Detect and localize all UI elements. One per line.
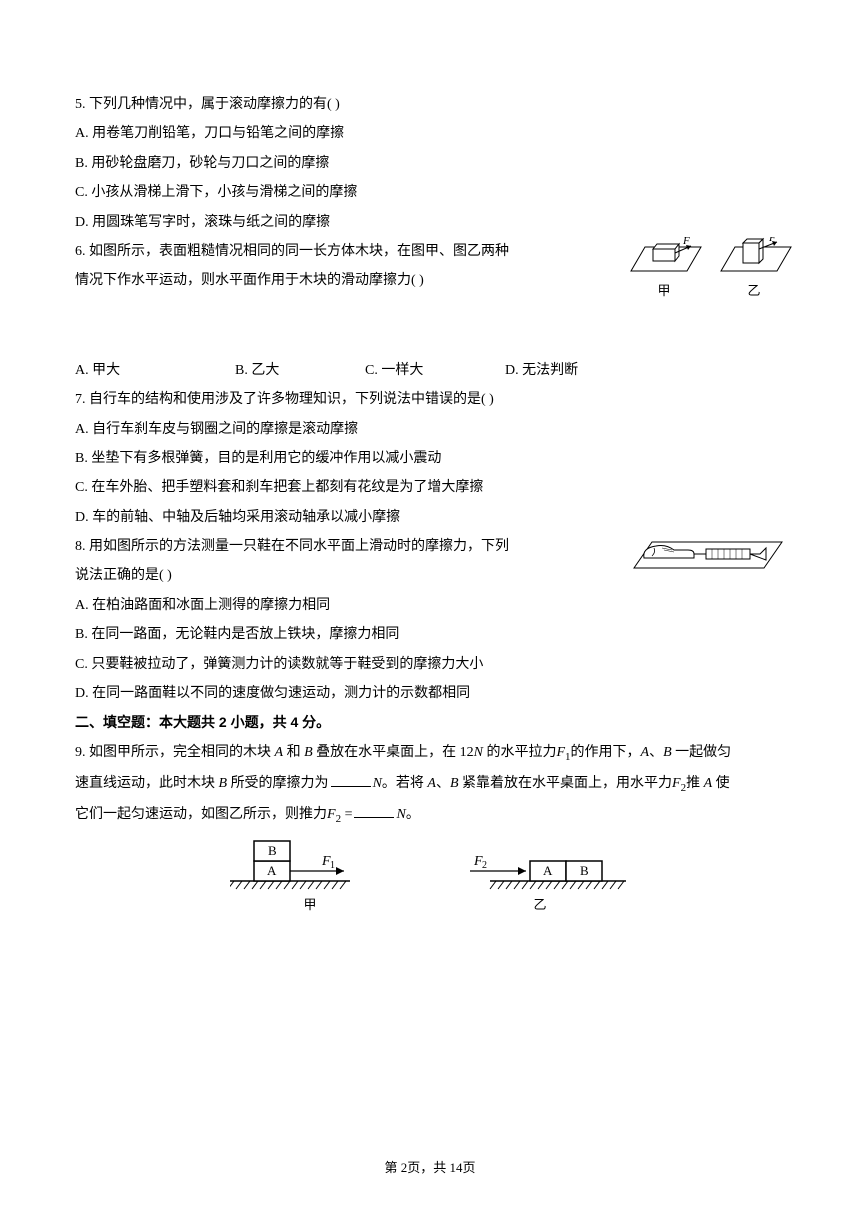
q9-B2: B: [663, 745, 672, 760]
q8-optB: B. 在同一路面，无论鞋内是否放上铁块，摩擦力相同: [75, 620, 785, 649]
q9-B3: B: [219, 776, 228, 791]
q7-optB: B. 坐垫下有多根弹簧，目的是利用它的缓冲作用以减小震动: [75, 444, 785, 473]
q6-stem1-text: 6. 如图所示，表面粗糙情况相同的同一长方体木块，在图甲、图乙两种: [75, 244, 509, 259]
q6-spacer: [75, 296, 785, 356]
q8-optC: C. 只要鞋被拉动了，弹簧测力计的读数就等于鞋受到的摩擦力大小: [75, 650, 785, 679]
q9-p3c: 。: [406, 807, 420, 822]
q6-optC: C. 一样大: [365, 356, 505, 385]
q6-optB: B. 乙大: [235, 356, 365, 385]
q9-p3a: 它们一起匀速运动，如图乙所示，则推力: [75, 807, 327, 822]
q9-fig-A: A: [267, 863, 277, 878]
q9-p3b: =: [341, 807, 352, 822]
q5-optD: D. 用圆珠笔写字时，滚珠与纸之间的摩擦: [75, 208, 785, 237]
q6-options: A. 甲大 B. 乙大 C. 一样大 D. 无法判断: [75, 356, 785, 385]
q9-blank1: [331, 771, 371, 787]
q9-label-yi: 乙: [533, 891, 546, 918]
q8-optA: A. 在柏油路面和冰面上测得的摩擦力相同: [75, 591, 785, 620]
q9-p2g: 使: [712, 776, 730, 791]
q9-A3: A: [427, 776, 436, 791]
q6-optA: A. 甲大: [75, 356, 235, 385]
q9-p2c: 。若将: [382, 776, 428, 791]
q9-fig-B2: B: [580, 863, 589, 878]
q9-p1e: 的作用下，: [571, 745, 641, 760]
q6-optD: D. 无法判断: [505, 356, 645, 385]
q9-svg-yi: A B F 2: [450, 835, 630, 891]
q7-optA: A. 自行车刹车皮与钢圈之间的摩擦是滚动摩擦: [75, 415, 785, 444]
q9-line3: 它们一起匀速运动，如图乙所示，则推力F2 =N。: [75, 800, 785, 831]
q7-stem: 7. 自行车的结构和使用涉及了许多物理知识，下列说法中错误的是( ): [75, 385, 785, 414]
q6-stem-line1: 6. 如图所示，表面粗糙情况相同的同一长方体木块，在图甲、图乙两种 F 甲: [75, 237, 785, 266]
q9-p1d: 的水平拉力: [483, 745, 557, 760]
q9-F2: F: [672, 776, 681, 791]
q5-stem: 5. 下列几种情况中，属于滚动摩擦力的有( ): [75, 90, 785, 119]
q9-p2f: 推: [686, 776, 704, 791]
q9-p1a: 9. 如图甲所示，完全相同的木块: [75, 745, 275, 760]
q9-fig-jia: A B F 1 甲: [230, 835, 390, 918]
q9-fig-yi: A B F 2 乙: [450, 835, 630, 918]
q9-A2: A: [641, 745, 650, 760]
q9-A4: A: [704, 776, 713, 791]
page-content: 5. 下列几种情况中，属于滚动摩擦力的有( ) A. 用卷笔刀削铅笔，刀口与铅笔…: [75, 90, 785, 919]
q7-optD: D. 车的前轴、中轴及后轴均采用滚动轴承以减小摩擦: [75, 503, 785, 532]
q9-N3: N: [396, 807, 405, 822]
q9-figure: A B F 1 甲: [75, 835, 785, 918]
q8-stem-line1: 8. 用如图所示的方法测量一只鞋在不同水平面上滑动时的摩擦力，下列: [75, 532, 785, 561]
section2-heading: 二、填空题：本大题共 2 小题，共 4 分。: [75, 708, 785, 737]
q8-stem-line2: 说法正确的是( ): [75, 561, 785, 590]
q9-line2: 速直线运动，此时木块 B 所受的摩擦力为N。若将 A、B 紧靠着放在水平桌面上，…: [75, 769, 785, 800]
q7-optC: C. 在车外胎、把手塑料套和刹车把套上都刻有花纹是为了增大摩擦: [75, 473, 785, 502]
q9-A1: A: [275, 745, 284, 760]
q5-optC: C. 小孩从滑梯上滑下，小孩与滑梯之间的摩擦: [75, 178, 785, 207]
q9-p2d: 、: [436, 776, 450, 791]
page-footer: 第 2页，共 14页: [0, 1157, 860, 1176]
q9-fig-B: B: [268, 843, 277, 858]
q9-F1: F: [556, 745, 565, 760]
q8-stem1-text: 8. 用如图所示的方法测量一只鞋在不同水平面上滑动时的摩擦力，下列: [75, 539, 509, 554]
q9-fig-F2s: 2: [482, 860, 487, 871]
q9-N2: N: [373, 776, 382, 791]
q5-optA: A. 用卷笔刀削铅笔，刀口与铅笔之间的摩擦: [75, 119, 785, 148]
q9-B1: B: [304, 745, 313, 760]
q9-fig-F1s: 1: [330, 860, 335, 871]
q6-f-yi: F: [768, 237, 776, 244]
q6-stem-line2: 情况下作水平运动，则水平面作用于木块的滑动摩擦力( ): [75, 266, 785, 295]
q9-p1c: 叠放在水平桌面上，在 12: [313, 745, 474, 760]
q9-line1: 9. 如图甲所示，完全相同的木块 A 和 B 叠放在水平桌面上，在 12N 的水…: [75, 738, 785, 769]
q9-N1: N: [474, 745, 483, 760]
q9-label-jia: 甲: [303, 891, 316, 918]
q9-p2a: 速直线运动，此时木块: [75, 776, 219, 791]
q8-optD: D. 在同一路面鞋以不同的速度做匀速运动，测力计的示数都相同: [75, 679, 785, 708]
q9-p2e: 紧靠着放在水平桌面上，用水平力: [459, 776, 673, 791]
q9-p1g: 一起做匀: [672, 745, 732, 760]
q9-p1f: 、: [649, 745, 663, 760]
q9-p2b: 所受的摩擦力为: [227, 776, 329, 791]
q6-f-jia: F: [682, 237, 690, 247]
q9-F2b: F: [327, 807, 336, 822]
q9-p1b: 和: [283, 745, 304, 760]
q9-fig-A2: A: [543, 863, 553, 878]
q9-blank2: [354, 802, 394, 818]
q9-B4: B: [450, 776, 459, 791]
q5-optB: B. 用砂轮盘磨刀，砂轮与刀口之间的摩擦: [75, 149, 785, 178]
q9-svg-jia: A B F 1: [230, 835, 390, 891]
